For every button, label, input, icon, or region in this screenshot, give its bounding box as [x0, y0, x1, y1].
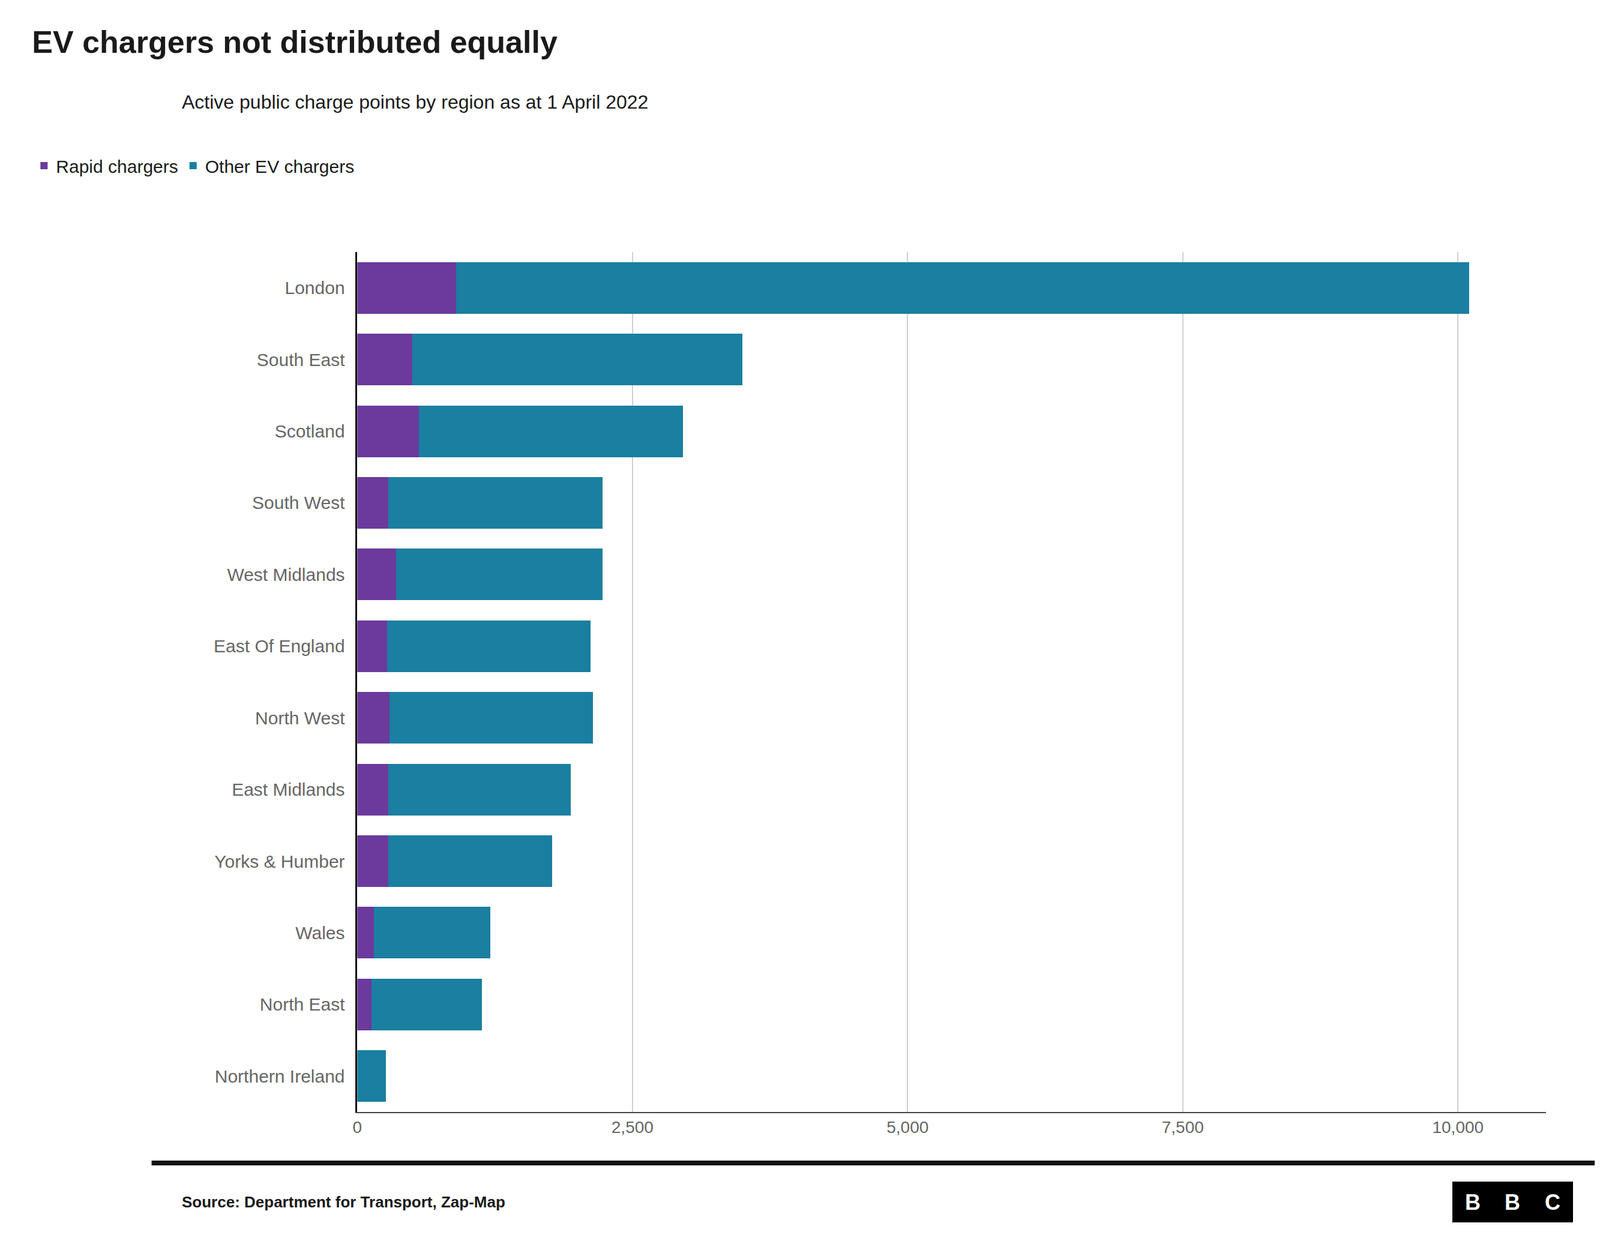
svg-text:Yorks & Humber: Yorks & Humber	[214, 851, 345, 872]
svg-text:South East: South East	[256, 349, 346, 370]
svg-text:0: 0	[352, 1118, 363, 1137]
svg-text:Other EV chargers: Other EV chargers	[205, 156, 355, 177]
svg-text:B: B	[1464, 1190, 1481, 1215]
svg-text:Scotland: Scotland	[274, 421, 346, 442]
svg-text:C: C	[1544, 1190, 1561, 1215]
svg-text:East Midlands: East Midlands	[231, 779, 345, 800]
svg-text:Wales: Wales	[295, 923, 345, 943]
svg-text:EV chargers not distributed eq: EV chargers not distributed equally	[31, 24, 558, 60]
svg-text:10,000: 10,000	[1431, 1118, 1484, 1137]
svg-text:Rapid chargers: Rapid chargers	[55, 156, 178, 177]
svg-text:London: London	[284, 277, 345, 298]
svg-text:7,500: 7,500	[1161, 1118, 1204, 1137]
svg-text:2,500: 2,500	[611, 1118, 654, 1137]
svg-text:North East: North East	[259, 994, 346, 1015]
svg-text:Active public charge points by: Active public charge points by region as…	[181, 91, 649, 113]
svg-text:East Of England: East Of England	[213, 636, 345, 656]
svg-text:North West: North West	[255, 708, 346, 728]
svg-text:Source: Department for Transpo: Source: Department for Transport, Zap-Ma…	[181, 1193, 506, 1212]
svg-text:Northern Ireland: Northern Ireland	[214, 1066, 346, 1087]
svg-text:5,000: 5,000	[886, 1118, 929, 1137]
svg-text:South West: South West	[252, 492, 346, 513]
svg-text:West Midlands: West Midlands	[226, 564, 345, 585]
svg-text:B: B	[1504, 1190, 1521, 1215]
